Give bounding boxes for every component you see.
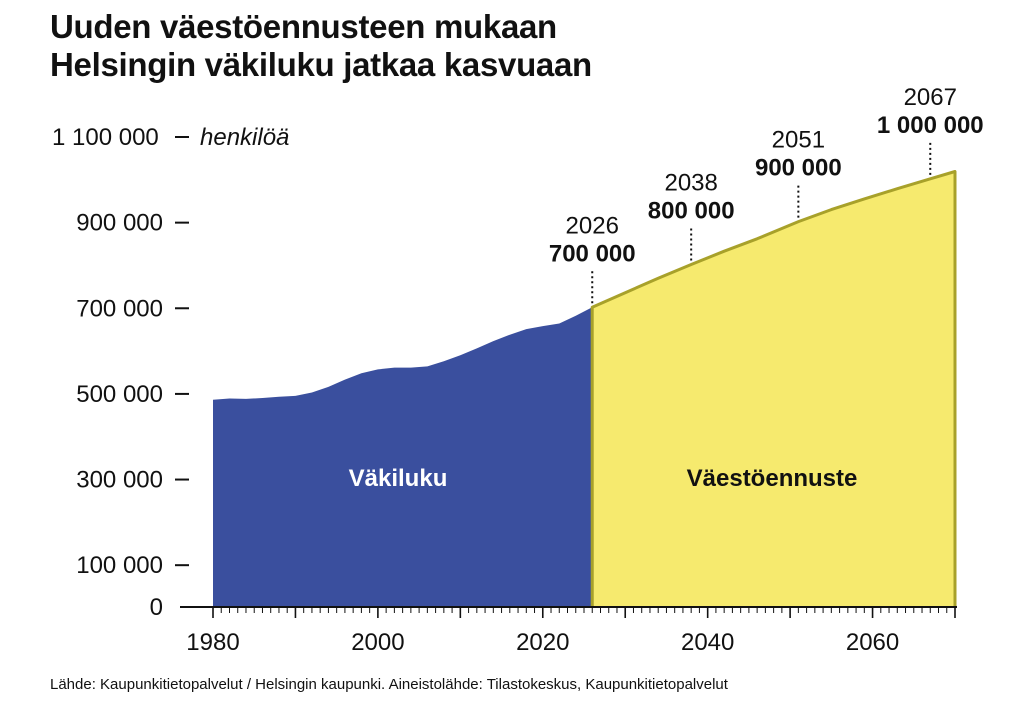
y-tick-label: 500 000 <box>76 381 163 408</box>
annotation-value: 900 000 <box>755 155 842 182</box>
y-tick-label: 700 000 <box>76 295 163 322</box>
x-tick-label: 2020 <box>516 629 569 656</box>
annotation-value: 700 000 <box>549 240 636 267</box>
x-tick-label: 1980 <box>186 629 239 656</box>
annotation-year: 2026 <box>566 212 619 239</box>
annotation-year: 2038 <box>664 169 717 196</box>
annotation-value: 800 000 <box>648 197 735 224</box>
x-tick-label: 2000 <box>351 629 404 656</box>
annotation-year: 2051 <box>772 127 825 154</box>
y-tick-label: 1 100 000 <box>52 124 159 151</box>
source-note: Lähde: Kaupunkitietopalvelut / Helsingin… <box>50 676 728 693</box>
y-tick-label: 900 000 <box>76 210 163 237</box>
y-tick-label: 0 <box>150 594 163 621</box>
annotation-year: 2067 <box>904 84 957 111</box>
chart-title: Uuden väestöennusteen mukaan Helsingin v… <box>50 8 592 84</box>
chart-title-line-1: Uuden väestöennusteen mukaan <box>50 8 557 45</box>
chart-title-line-2: Helsingin väkiluku jatkaa kasvuaan <box>50 46 592 83</box>
y-tick-label: 100 000 <box>76 552 163 579</box>
y-tick-label: 300 000 <box>76 467 163 494</box>
x-tick-label: 2040 <box>681 629 734 656</box>
annotation-value: 1 000 000 <box>877 112 984 139</box>
area-series-historical <box>213 307 593 607</box>
series-label-historical: Väkiluku <box>349 465 448 492</box>
x-tick-label: 2060 <box>846 629 899 656</box>
y-axis-unit-label: henkilöä <box>200 124 289 151</box>
series-label-forecast: Väestöennuste <box>687 465 858 492</box>
forecast-outline <box>590 170 957 608</box>
area-series-forecast <box>592 171 955 607</box>
